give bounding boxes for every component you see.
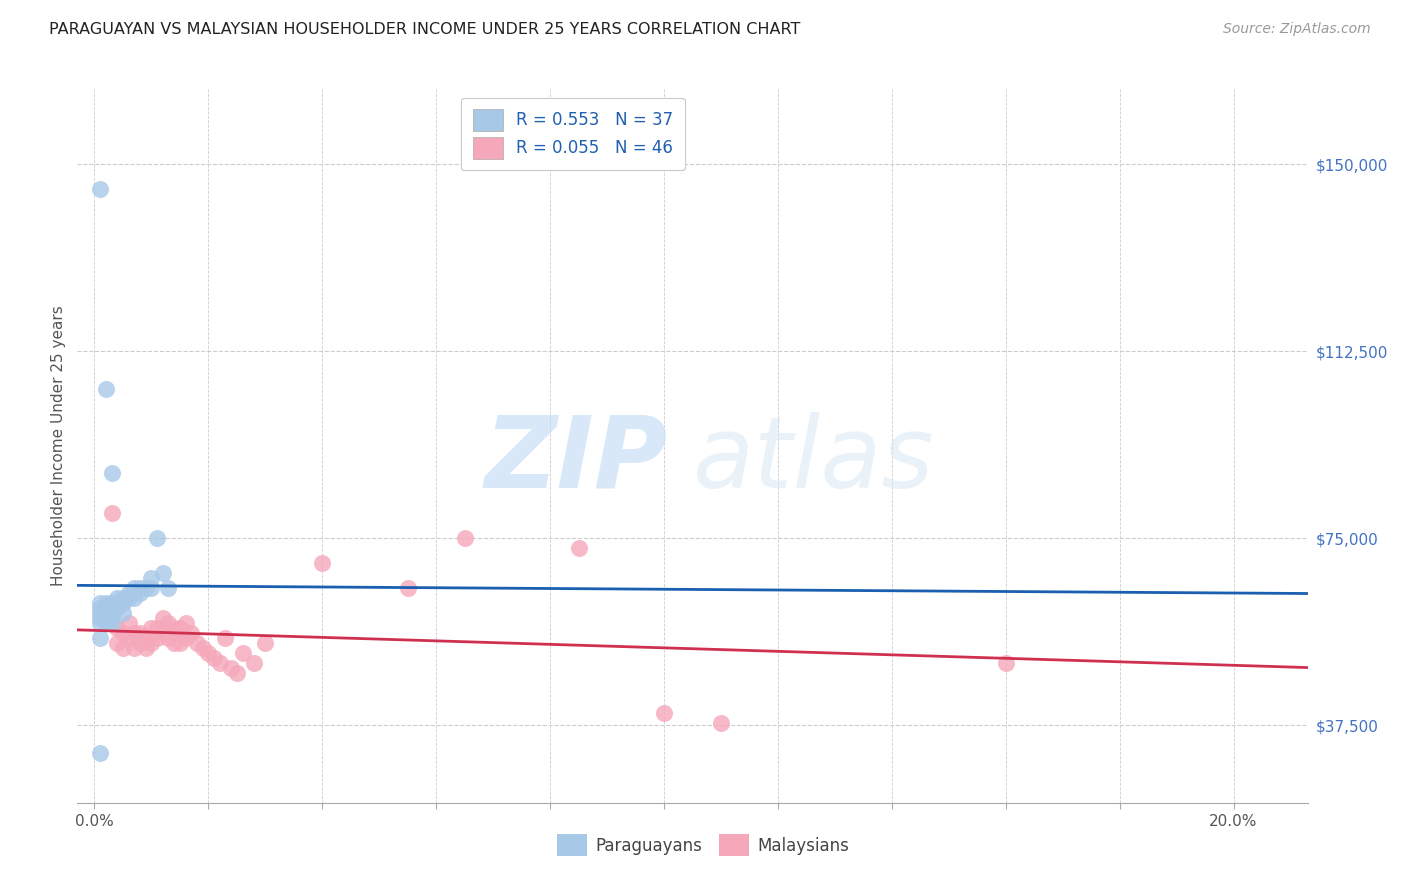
Point — [243, 656, 266, 670]
Point — [100, 507, 122, 521]
Point — [135, 631, 157, 645]
Point — [111, 626, 134, 640]
Point — [89, 596, 111, 610]
Point — [135, 581, 157, 595]
Point — [141, 571, 163, 585]
Text: Source: ZipAtlas.com: Source: ZipAtlas.com — [1223, 22, 1371, 37]
Point — [105, 621, 128, 635]
Point — [652, 706, 675, 720]
Point — [117, 586, 139, 600]
Point — [214, 631, 236, 645]
Point — [157, 616, 180, 631]
Text: ZIP: ZIP — [485, 412, 668, 508]
Point — [105, 636, 128, 650]
Point — [124, 591, 146, 606]
Point — [710, 715, 733, 730]
Point — [117, 631, 139, 645]
Point — [311, 556, 333, 570]
Point — [197, 646, 219, 660]
Point — [129, 636, 152, 650]
Point — [453, 531, 475, 545]
Point — [191, 641, 214, 656]
Point — [396, 581, 419, 595]
Point — [89, 601, 111, 615]
Point — [124, 581, 146, 595]
Point — [100, 611, 122, 625]
Point — [105, 596, 128, 610]
Point — [100, 467, 122, 481]
Point — [169, 636, 191, 650]
Point — [208, 656, 231, 670]
Point — [174, 616, 197, 631]
Point — [94, 611, 117, 625]
Point — [254, 636, 277, 650]
Point — [225, 666, 247, 681]
Point — [146, 621, 169, 635]
Point — [135, 641, 157, 656]
Point — [141, 636, 163, 650]
Y-axis label: Householder Income Under 25 years: Householder Income Under 25 years — [51, 306, 66, 586]
Point — [567, 541, 589, 556]
Point — [124, 626, 146, 640]
Point — [129, 626, 152, 640]
Point — [129, 586, 152, 600]
Point — [100, 601, 122, 615]
Point — [146, 531, 169, 545]
Point — [94, 616, 117, 631]
Point — [202, 651, 225, 665]
Point — [100, 606, 122, 620]
Point — [994, 656, 1017, 670]
Point — [169, 621, 191, 635]
Point — [152, 626, 174, 640]
Point — [100, 616, 122, 631]
Point — [146, 631, 169, 645]
Point — [111, 641, 134, 656]
Point — [89, 606, 111, 620]
Point — [174, 631, 197, 645]
Point — [129, 581, 152, 595]
Point — [89, 616, 111, 631]
Point — [89, 611, 111, 625]
Point — [117, 616, 139, 631]
Point — [152, 611, 174, 625]
Point — [94, 606, 117, 620]
Text: atlas: atlas — [693, 412, 934, 508]
Point — [105, 601, 128, 615]
Text: PARAGUAYAN VS MALAYSIAN HOUSEHOLDER INCOME UNDER 25 YEARS CORRELATION CHART: PARAGUAYAN VS MALAYSIAN HOUSEHOLDER INCO… — [49, 22, 800, 37]
Point — [117, 591, 139, 606]
Point — [124, 641, 146, 656]
Point — [141, 621, 163, 635]
Legend: R = 0.553   N = 37, R = 0.055   N = 46: R = 0.553 N = 37, R = 0.055 N = 46 — [461, 97, 685, 170]
Point — [163, 621, 186, 635]
Point — [141, 581, 163, 595]
Point — [94, 596, 117, 610]
Point — [111, 591, 134, 606]
Point — [157, 581, 180, 595]
Point — [89, 182, 111, 196]
Point — [219, 661, 242, 675]
Point — [105, 591, 128, 606]
Point — [94, 382, 117, 396]
Point — [111, 606, 134, 620]
Point — [89, 746, 111, 760]
Point — [111, 596, 134, 610]
Point — [186, 636, 208, 650]
Point — [89, 631, 111, 645]
Legend: Paraguayans, Malaysians: Paraguayans, Malaysians — [547, 824, 859, 866]
Point — [157, 631, 180, 645]
Point — [231, 646, 253, 660]
Point — [180, 626, 202, 640]
Point — [152, 566, 174, 581]
Point — [100, 596, 122, 610]
Point — [163, 636, 186, 650]
